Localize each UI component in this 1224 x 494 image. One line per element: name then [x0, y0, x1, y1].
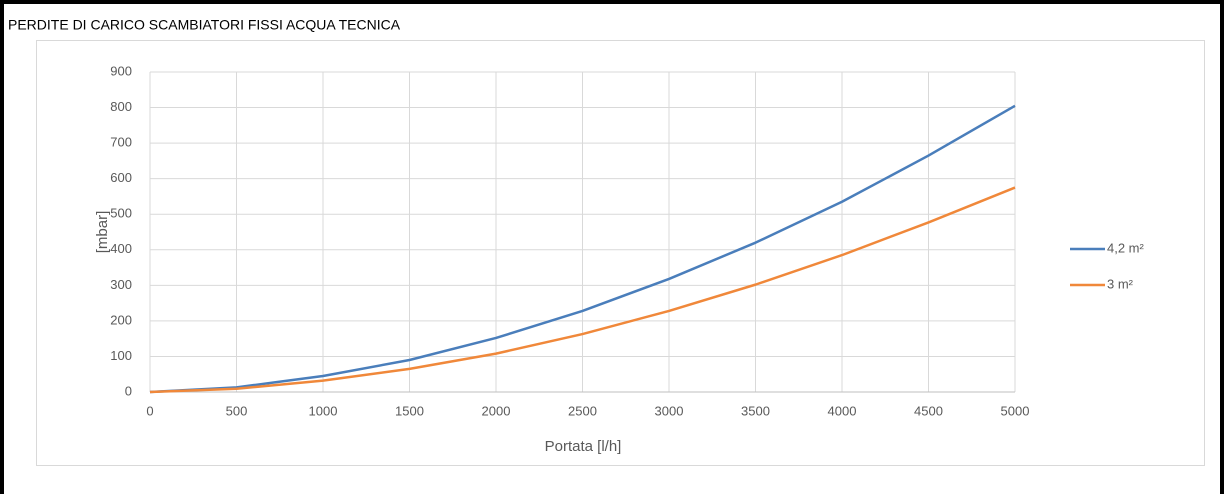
- x-axis-label: Portata [l/h]: [545, 438, 622, 455]
- series-line: [149, 186, 1016, 394]
- y-tick-label: 200: [110, 312, 132, 327]
- x-tick-label: 5000: [1001, 403, 1030, 418]
- y-tick-label: 100: [110, 348, 132, 363]
- x-tick-label: 1500: [395, 403, 424, 418]
- y-tick-label: 500: [110, 206, 132, 221]
- border-top: [0, 0, 1224, 4]
- chart-title: PERDITE DI CARICO SCAMBIATORI FISSI ACQU…: [8, 17, 401, 33]
- y-tick-label: 0: [125, 383, 132, 398]
- x-tick-label: 3000: [655, 403, 684, 418]
- x-tick-label: 2000: [482, 403, 511, 418]
- x-tick-label: 0: [146, 403, 153, 418]
- y-tick-label: 700: [110, 135, 132, 150]
- x-tick-label: 4500: [914, 403, 943, 418]
- border-right: [1220, 0, 1224, 494]
- series-line: [149, 104, 1016, 394]
- y-tick-label: 900: [110, 63, 132, 78]
- y-tick-label: 400: [110, 241, 132, 256]
- border-left: [0, 0, 4, 494]
- x-tick-label: 3500: [741, 403, 770, 418]
- x-tick-label: 500: [226, 403, 248, 418]
- y-axis-label: [mbar]: [94, 211, 111, 254]
- legend-label: 4,2 m²: [1107, 240, 1145, 255]
- legend-label: 3 m²: [1107, 276, 1134, 291]
- y-tick-label: 300: [110, 277, 132, 292]
- x-tick-label: 4000: [828, 403, 857, 418]
- y-tick-label: 600: [110, 170, 132, 185]
- y-tick-label: 800: [110, 99, 132, 114]
- x-tick-label: 2500: [568, 403, 597, 418]
- x-tick-label: 1000: [309, 403, 338, 418]
- chart-area: [36, 40, 1205, 466]
